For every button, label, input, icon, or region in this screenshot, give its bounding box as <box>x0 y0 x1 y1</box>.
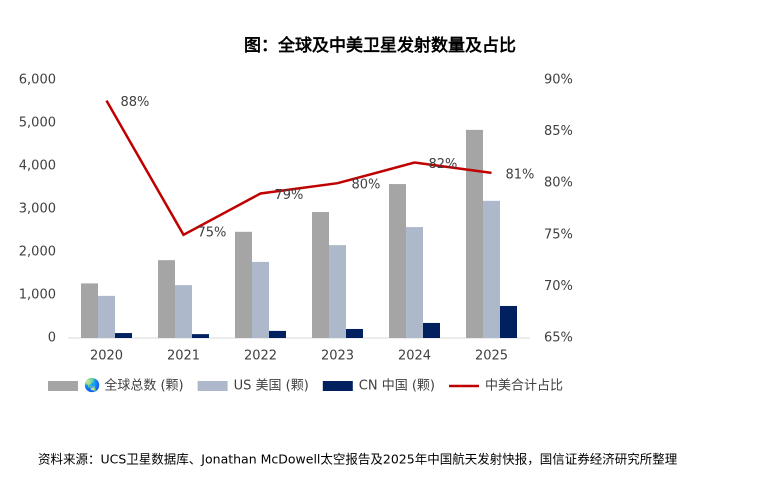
y2-tick-label: 80% <box>544 176 573 191</box>
bar <box>466 129 483 338</box>
y2-tick-label: 70% <box>544 279 573 294</box>
bar <box>329 245 346 338</box>
y2-tick-label: 65% <box>544 331 573 346</box>
bar <box>158 260 175 338</box>
bar <box>192 334 209 338</box>
bar <box>81 283 98 338</box>
y-tick-label: 2,000 <box>19 245 56 260</box>
chart-title: 图：全球及中美卫星发射数量及占比 <box>244 35 516 56</box>
x-tick-label: 2020 <box>90 349 123 364</box>
legend-label: US 美国 (颗) <box>234 379 309 394</box>
legend-label: 🌏 全球总数 (颗) <box>84 378 184 394</box>
y2-tick-label: 90% <box>544 73 573 88</box>
legend-label: 中美合计占比 <box>485 379 563 394</box>
x-tick-label: 2023 <box>321 349 354 364</box>
legend-swatch <box>48 381 78 391</box>
bar <box>115 333 132 338</box>
source-note: 资料来源：UCS卫星数据库、Jonathan McDowell太空报告及2025… <box>38 452 678 467</box>
data-label: 79% <box>275 188 304 203</box>
y-tick-label: 5,000 <box>19 116 56 131</box>
bar <box>406 227 423 338</box>
y2-tick-label: 85% <box>544 124 573 139</box>
legend-swatch <box>322 381 353 391</box>
data-label: 81% <box>506 167 535 182</box>
legend-label: CN 中国 (颗) <box>359 379 435 394</box>
bar <box>423 322 440 338</box>
y2-tick-label: 75% <box>544 227 573 242</box>
y-tick-label: 4,000 <box>19 159 56 174</box>
data-label: 82% <box>429 157 458 172</box>
bar <box>98 295 115 338</box>
x-tick-label: 2024 <box>398 349 431 364</box>
bar <box>483 200 500 338</box>
bar <box>269 330 286 338</box>
x-tick-label: 2025 <box>475 349 508 364</box>
x-tick-label: 2021 <box>167 349 200 364</box>
bar <box>235 231 252 338</box>
y-tick-label: 0 <box>48 331 56 346</box>
data-label: 75% <box>198 225 227 240</box>
bar <box>500 305 517 338</box>
bar <box>389 184 406 338</box>
x-tick-label: 2022 <box>244 349 277 364</box>
data-label: 80% <box>352 178 381 193</box>
y-tick-label: 3,000 <box>19 202 56 217</box>
bar <box>346 328 363 338</box>
bar <box>175 285 192 338</box>
y-tick-label: 6,000 <box>19 73 56 88</box>
bar <box>252 261 269 338</box>
line-series <box>105 100 492 237</box>
bar <box>312 212 329 338</box>
legend-swatch <box>197 381 228 391</box>
data-label: 88% <box>121 95 150 110</box>
y-tick-label: 1,000 <box>19 288 56 303</box>
